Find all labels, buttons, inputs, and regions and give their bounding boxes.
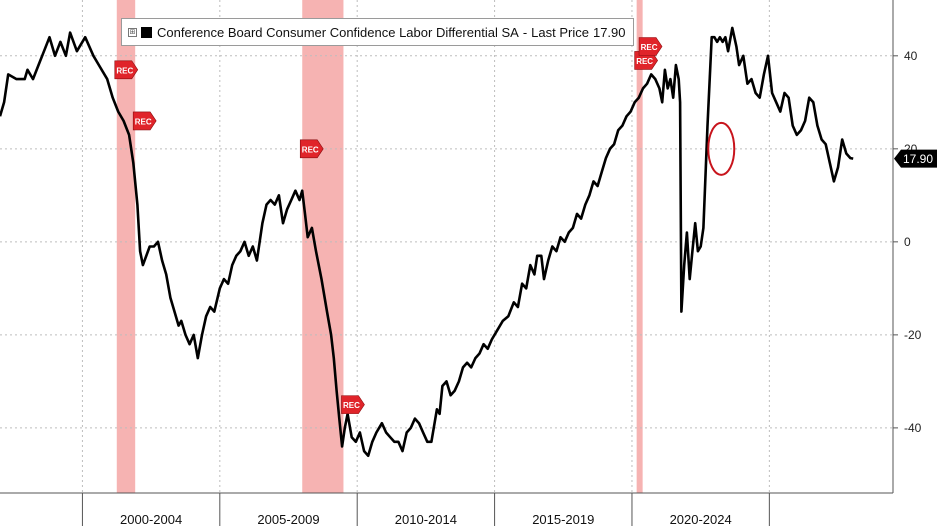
x-period-label: 2015-2019 — [532, 512, 594, 526]
legend-series-name: Conference Board Consumer Confidence Lab… — [157, 24, 519, 40]
y-tick-label: -20 — [904, 328, 922, 342]
legend-separator: - — [522, 24, 528, 40]
y-tick-label: -40 — [904, 421, 922, 435]
x-period-label: 2005-2009 — [257, 512, 319, 526]
recession-badge: REC — [299, 139, 324, 159]
annotations: 17.90 — [707, 121, 937, 176]
last-price-tag-label: 17.90 — [903, 152, 933, 166]
recession-badge-label: REC — [302, 145, 319, 154]
series-layer — [0, 26, 854, 458]
x-period-label: 2020-2024 — [670, 512, 732, 526]
recession-badge-label: REC — [641, 43, 658, 52]
recession-badge-shape — [341, 395, 365, 414]
y-tick-label: 0 — [904, 235, 911, 249]
series-line — [0, 26, 854, 458]
recession-badge-shape — [114, 60, 139, 80]
legend-last-price: 17.90 — [592, 24, 626, 40]
recession-badge-label: REC — [343, 401, 360, 410]
recession-bands — [116, 0, 643, 493]
recession-badge-shape — [299, 139, 324, 159]
recession-band — [636, 0, 643, 493]
last-price-tag — [894, 149, 937, 168]
recession-band — [302, 0, 344, 493]
x-period-label: 2000-2004 — [120, 512, 182, 526]
recession-band — [116, 0, 136, 493]
recession-badge-label: REC — [135, 117, 152, 126]
recession-badge: REC — [638, 37, 663, 56]
recession-badge: REC — [341, 395, 365, 414]
recession-badge-shape — [638, 37, 663, 56]
legend-toggle-icon[interactable]: ⊞ — [128, 27, 137, 37]
x-axis: 2000-2004 2005-2009 2010-2014 2015-2019 2020… — [0, 492, 893, 526]
legend-box[interactable]: ⊞ Conference Board Consumer Confidence L… — [121, 18, 634, 46]
recession-badge: REC — [114, 60, 139, 80]
recession-badge-label: REC — [636, 57, 653, 66]
x-period-label: 2010-2014 — [395, 512, 457, 526]
legend-price-label: Last Price — [531, 24, 589, 40]
y-tick-label: 40 — [904, 49, 918, 63]
recession-badge-label: REC — [116, 66, 133, 75]
recession-badges: REC REC REC REC REC REC — [114, 37, 663, 414]
highlight-circle — [707, 121, 736, 176]
legend-swatch — [141, 26, 152, 38]
gridlines — [0, 0, 893, 493]
recession-badge-shape — [132, 111, 157, 131]
recession-badge: REC — [132, 111, 157, 131]
